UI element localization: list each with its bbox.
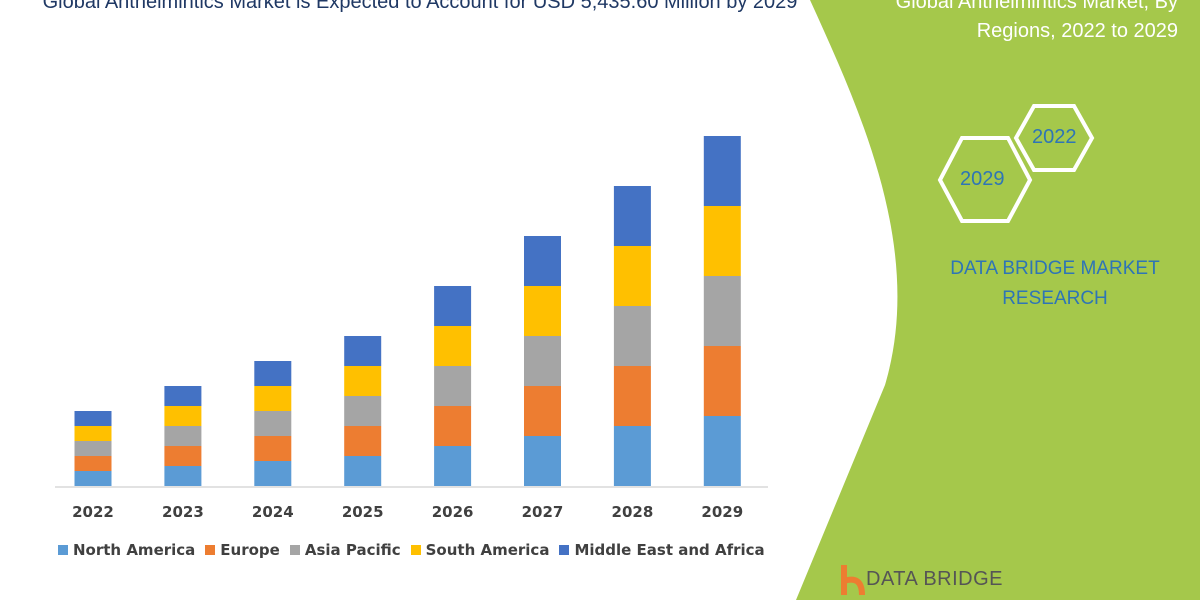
- legend-label: Asia Pacific: [304, 541, 401, 559]
- bar-segment-2023-europe: [164, 446, 202, 466]
- bar-segment-2027-south-america: [524, 286, 561, 336]
- legend-label: Europe: [220, 541, 280, 559]
- bar-segment-2025-north-america: [344, 456, 382, 486]
- bar-segment-2027-middle-east-and-africa: [524, 236, 561, 286]
- bar-segment-2029-south-america: [703, 206, 741, 276]
- bar-segment-2024-middle-east-and-africa: [254, 361, 292, 386]
- bar-segment-2026-north-america: [434, 446, 472, 486]
- bar-segment-2023-south-america: [164, 406, 202, 426]
- green-panel: [796, 0, 1200, 600]
- bar-segment-2022-south-america: [74, 426, 112, 441]
- hex-label-2029: 2029: [960, 168, 1005, 190]
- bar-segment-2025-asia-pacific: [344, 396, 382, 426]
- bar-segment-2022-asia-pacific: [74, 441, 112, 456]
- legend-item: Asia Pacific: [289, 541, 401, 559]
- bar-segment-2026-south-america: [434, 326, 472, 366]
- x-tick-label: 2029: [701, 503, 744, 521]
- hexagon-2029: [937, 136, 1033, 223]
- bar-segment-2026-europe: [434, 406, 472, 446]
- bar-segment-2024-europe: [254, 436, 292, 461]
- legend-swatch: [58, 545, 68, 555]
- legend-swatch: [289, 545, 300, 555]
- bar-segment-2027-asia-pacific: [524, 336, 561, 386]
- bar-segment-2029-north-america: [703, 416, 741, 486]
- bar-segment-2029-europe: [703, 346, 741, 416]
- bar-segment-2022-north-america: [74, 471, 112, 486]
- x-tick-label: 2025: [341, 503, 384, 521]
- bar-segment-2024-north-america: [254, 461, 292, 486]
- bar-segment-2023-north-america: [164, 466, 202, 486]
- bar-segment-2025-europe: [344, 426, 382, 456]
- legend: North America Europe Asia Pacific South Ame…: [58, 541, 765, 559]
- legend-swatch: [205, 545, 216, 555]
- bar-segment-2024-asia-pacific: [254, 411, 292, 436]
- legend-item: North America: [58, 541, 195, 559]
- x-tick-label: 2028: [611, 503, 654, 521]
- bar-segment-2028-south-america: [613, 246, 651, 306]
- bar-segment-2023-asia-pacific: [164, 426, 202, 446]
- chart-title: Global Anthelmintics Market is Expected …: [42, 0, 798, 13]
- bar-segment-2029-asia-pacific: [703, 276, 741, 346]
- bar-segment-2026-middle-east-and-africa: [434, 286, 472, 326]
- bar-segment-2022-middle-east-and-africa: [74, 411, 112, 426]
- bar-segment-2028-middle-east-and-africa: [613, 186, 651, 246]
- bar-segment-2025-south-america: [344, 366, 382, 396]
- logo-text: DATA BRIDGE: [866, 568, 1004, 590]
- legend-label: Middle East and Africa: [574, 541, 765, 559]
- x-tick-label: 2023: [162, 503, 204, 521]
- legend-label: North America: [73, 541, 196, 559]
- legend-item: Middle East and Africa: [559, 541, 765, 559]
- x-tick-label: 2026: [431, 503, 474, 521]
- legend-swatch: [410, 545, 421, 555]
- x-tick-label: 2027: [521, 503, 564, 521]
- bar-segment-2023-middle-east-and-africa: [164, 386, 202, 406]
- bar-segment-2027-europe: [524, 386, 561, 436]
- bar-segment-2024-south-america: [254, 386, 292, 411]
- brand-text: DATA BRIDGE MARKET RESEARCH: [950, 258, 1160, 309]
- bar-segment-2025-middle-east-and-africa: [344, 336, 382, 366]
- bar-segment-2027-north-america: [524, 436, 561, 486]
- data-bridge-logo-icon: [841, 565, 865, 596]
- x-tick-label: 2022: [72, 503, 114, 521]
- legend-label: South America: [425, 541, 550, 559]
- legend-item: South America: [410, 541, 550, 559]
- bar-segment-2028-europe: [613, 366, 651, 426]
- plot-area: [74, 136, 741, 486]
- hexagon-2022: [1013, 104, 1095, 172]
- bar-segment-2026-asia-pacific: [434, 366, 472, 406]
- x-tick-label: 2024: [251, 503, 294, 521]
- side-title: Global Anthelmintics Market, By Regions,…: [895, 0, 1178, 42]
- bar-segment-2022-europe: [74, 456, 112, 471]
- legend-item: Europe: [205, 541, 280, 559]
- bar-segment-2029-middle-east-and-africa: [703, 136, 741, 206]
- hex-label-2022: 2022: [1032, 126, 1077, 148]
- bar-segment-2028-north-america: [613, 426, 651, 486]
- bar-segment-2028-asia-pacific: [613, 306, 651, 366]
- legend-swatch: [559, 545, 570, 555]
